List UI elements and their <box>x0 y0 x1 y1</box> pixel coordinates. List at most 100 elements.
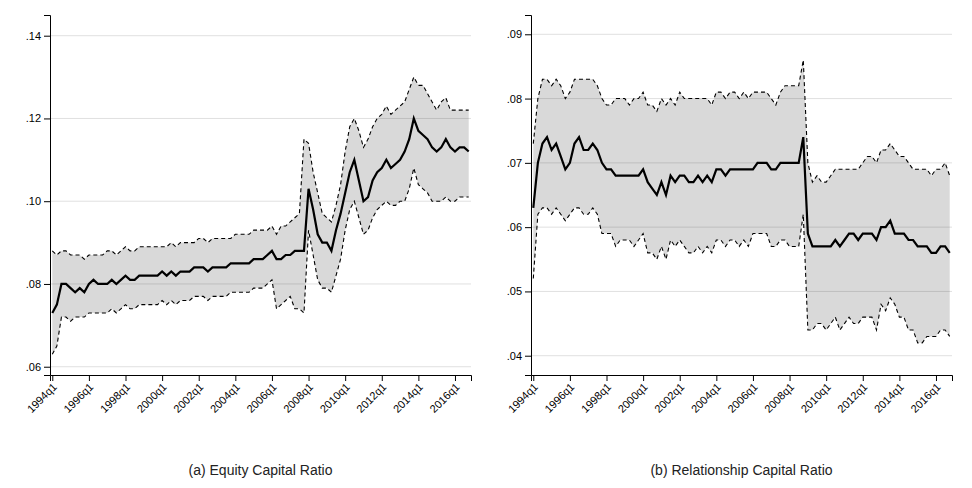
x-tick-label: 2010q1 <box>317 381 351 415</box>
y-tick-mark <box>525 291 531 292</box>
x-tick-label: 1994q1 <box>506 381 540 415</box>
x-tick: 2006q1 <box>725 375 759 415</box>
y-tick: .06 <box>507 221 531 233</box>
x-tick-mark <box>272 375 273 381</box>
y-tick: .12 <box>26 112 50 124</box>
x-tick: 2014q1 <box>872 375 906 415</box>
y-tick-mark <box>44 367 50 368</box>
x-tick-label: 1998q1 <box>98 381 132 415</box>
x-tick-mark <box>899 375 900 381</box>
y-tick: .04 <box>507 350 531 362</box>
x-tick-label: 2014q1 <box>391 381 425 415</box>
x-tick-label: 2000q1 <box>134 381 168 415</box>
x-tick: 2012q1 <box>835 375 869 415</box>
ci-line <box>533 60 949 182</box>
x-tick-label: 2016q1 <box>908 381 942 415</box>
grid-line <box>531 34 952 35</box>
panel-title: (b) Relationship Capital Ratio <box>650 462 832 478</box>
x-tick: 2006q1 <box>244 375 278 415</box>
y-tick-mark <box>44 201 50 202</box>
x-tick: 2002q1 <box>652 375 686 415</box>
grid-line <box>531 355 952 356</box>
x-tick-mark <box>826 375 827 381</box>
x-tick-mark <box>199 375 200 381</box>
y-tick-mark <box>525 227 531 228</box>
y-tick: .08 <box>507 93 531 105</box>
x-tick-label: 1994q1 <box>25 381 59 415</box>
ci-line <box>533 208 949 343</box>
x-tick-mark <box>936 375 937 381</box>
y-tick: .10 <box>26 195 50 207</box>
x-tick-label: 1996q1 <box>542 381 576 415</box>
x-tick-mark <box>680 375 681 381</box>
y-tick-label: .14 <box>26 30 41 42</box>
y-tick-label: .10 <box>26 195 41 207</box>
x-axis: 1994q11996q11998q12000q12002q12004q12006… <box>506 375 953 415</box>
y-axis: .04 .05 .06 .07 .08 .09 <box>507 16 532 376</box>
x-tick-label: 2004q1 <box>208 381 242 415</box>
x-tick-mark <box>418 375 419 381</box>
y-tick: .09 <box>507 28 531 40</box>
y-tick-label: .12 <box>26 112 41 124</box>
y-tick-mark <box>44 284 50 285</box>
plot-area <box>533 60 949 343</box>
y-tick-label: .07 <box>507 157 522 169</box>
chart-canvas: .06.08.10.12.141994q11996q11998q12000q12… <box>0 0 972 488</box>
y-tick-label: .06 <box>507 221 522 233</box>
x-tick: 1996q1 <box>61 375 95 415</box>
x-tick-mark <box>309 375 310 381</box>
y-tick: .06 <box>26 361 50 373</box>
y-tick-mark <box>44 118 50 119</box>
x-tick-label: 2006q1 <box>725 381 759 415</box>
x-tick: 2002q1 <box>171 375 205 415</box>
y-tick: .07 <box>507 157 531 169</box>
y-tick-mark <box>525 99 531 100</box>
y-tick: .08 <box>26 278 50 290</box>
y-tick-label: .09 <box>507 28 522 40</box>
x-tick-label: 2006q1 <box>244 381 278 415</box>
x-tick-label: 2004q1 <box>689 381 723 415</box>
x-axis-line <box>532 376 953 382</box>
grid <box>531 34 952 355</box>
ci-line <box>52 168 468 354</box>
ci-band <box>52 77 468 354</box>
x-tick-mark <box>162 375 163 381</box>
x-tick-label: 2010q1 <box>798 381 832 415</box>
x-tick-mark <box>716 375 717 381</box>
x-tick-label: 2012q1 <box>835 381 869 415</box>
grid <box>50 36 471 367</box>
ci-band <box>533 60 949 343</box>
x-tick: 1998q1 <box>579 375 613 415</box>
x-tick: 1998q1 <box>98 375 132 415</box>
x-tick: 2008q1 <box>281 375 315 415</box>
x-tick-label: 1996q1 <box>61 381 95 415</box>
x-tick-mark <box>753 375 754 381</box>
y-tick-mark <box>44 36 50 37</box>
y-tick-label: .04 <box>507 350 522 362</box>
x-tick: 2000q1 <box>134 375 168 415</box>
x-tick-mark <box>533 375 534 381</box>
panel: .04 .05 .06 .07 .08 .09 1994q11996q11998q12000… <box>506 16 953 479</box>
grid-line <box>50 201 471 202</box>
x-tick: 2014q1 <box>391 375 425 415</box>
y-tick-mark <box>525 34 531 35</box>
x-tick-label: 2014q1 <box>872 381 906 415</box>
x-tick-mark <box>643 375 644 381</box>
x-tick: 2004q1 <box>208 375 242 415</box>
x-tick: 1994q1 <box>25 375 59 415</box>
y-tick-mark <box>525 356 531 357</box>
x-tick-label: 2002q1 <box>171 381 205 415</box>
x-tick: 2004q1 <box>689 375 723 415</box>
y-tick-label: .08 <box>507 93 522 105</box>
x-axis: 1994q11996q11998q12000q12002q12004q12006… <box>25 375 472 415</box>
panel: .06.08.10.12.141994q11996q11998q12000q12… <box>25 16 472 479</box>
y-tick-label: .05 <box>507 285 522 297</box>
y-tick-label: .06 <box>26 361 41 373</box>
x-tick-mark <box>52 375 53 381</box>
grid-line <box>50 35 471 36</box>
plot-area <box>52 77 468 354</box>
x-tick-mark <box>235 375 236 381</box>
x-tick: 2016q1 <box>908 375 942 415</box>
x-tick: 2008q1 <box>762 375 796 415</box>
y-tick-label: .08 <box>26 278 41 290</box>
